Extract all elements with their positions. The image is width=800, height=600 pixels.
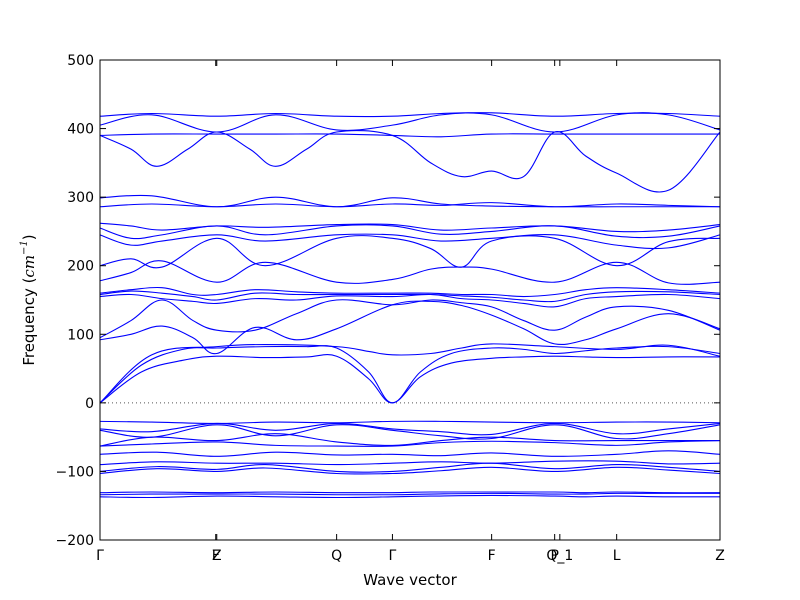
y-axis-title-prefix: Frequency (: [20, 278, 38, 366]
band-line-24: [99, 224, 721, 240]
band-line-6: [99, 460, 721, 466]
band-line-26: [99, 202, 721, 208]
y-tick-label: 200: [67, 259, 94, 275]
band-line-8: [99, 440, 721, 447]
x-tick-label: L: [613, 548, 621, 564]
y-axis-title: Frequency (cm−1): [19, 234, 38, 365]
band-line-22: [99, 235, 721, 269]
x-axis-title: Wave vector: [363, 571, 457, 589]
y-tick-label: −200: [56, 533, 94, 549]
x-tick-label: Q_1: [546, 548, 573, 564]
y-tick-label: −100: [56, 464, 94, 480]
x-tick-label: Γ: [389, 548, 397, 564]
band-line-3: [99, 491, 721, 494]
x-tick-label: Q: [331, 548, 342, 564]
plot-background: [100, 60, 720, 540]
y-axis-title-exponent: −1: [19, 240, 30, 255]
band-line-10: [99, 424, 721, 440]
band-line-1: [99, 494, 721, 499]
band-line-30: [99, 112, 721, 133]
band-line-19: [99, 290, 721, 303]
band-line-15: [99, 343, 721, 404]
band-line-17: [99, 299, 721, 339]
y-tick-label: 500: [67, 53, 94, 69]
series-layer: [99, 112, 721, 499]
band-line-23: [99, 233, 721, 250]
band-line-29: [99, 133, 720, 138]
band-line-27: [99, 194, 720, 208]
y-axis-title-unit: cm: [20, 255, 38, 278]
band-line-21: [99, 260, 721, 285]
band-line-4: [99, 466, 721, 475]
band-line-7: [99, 450, 721, 457]
band-line-31: [99, 112, 721, 118]
band-line-14: [99, 345, 721, 404]
band-line-9: [99, 433, 720, 447]
y-tick-label: 300: [67, 190, 94, 206]
band-line-25: [99, 222, 721, 233]
band-line-2: [99, 492, 720, 496]
x-tick-label: Z: [715, 548, 725, 564]
band-line-20: [99, 286, 721, 298]
band-line-5: [99, 462, 721, 473]
band-line-13: [99, 354, 721, 404]
y-axis-title-suffix: ): [20, 234, 38, 240]
x-tick-label: Z: [212, 548, 222, 564]
y-tick-label: 0: [85, 396, 94, 412]
plot-frame: [99, 59, 721, 541]
x-tick-label: F: [212, 548, 220, 564]
band-line-12: [99, 420, 721, 424]
band-line-16: [99, 300, 721, 355]
band-line-18: [99, 293, 721, 308]
x-tick-label: Γ: [96, 548, 104, 564]
y-tick-label: 100: [67, 327, 94, 343]
x-tick-label: F: [488, 548, 496, 564]
y-tick-label: 400: [67, 122, 94, 138]
x-tick-label: P: [550, 548, 558, 564]
